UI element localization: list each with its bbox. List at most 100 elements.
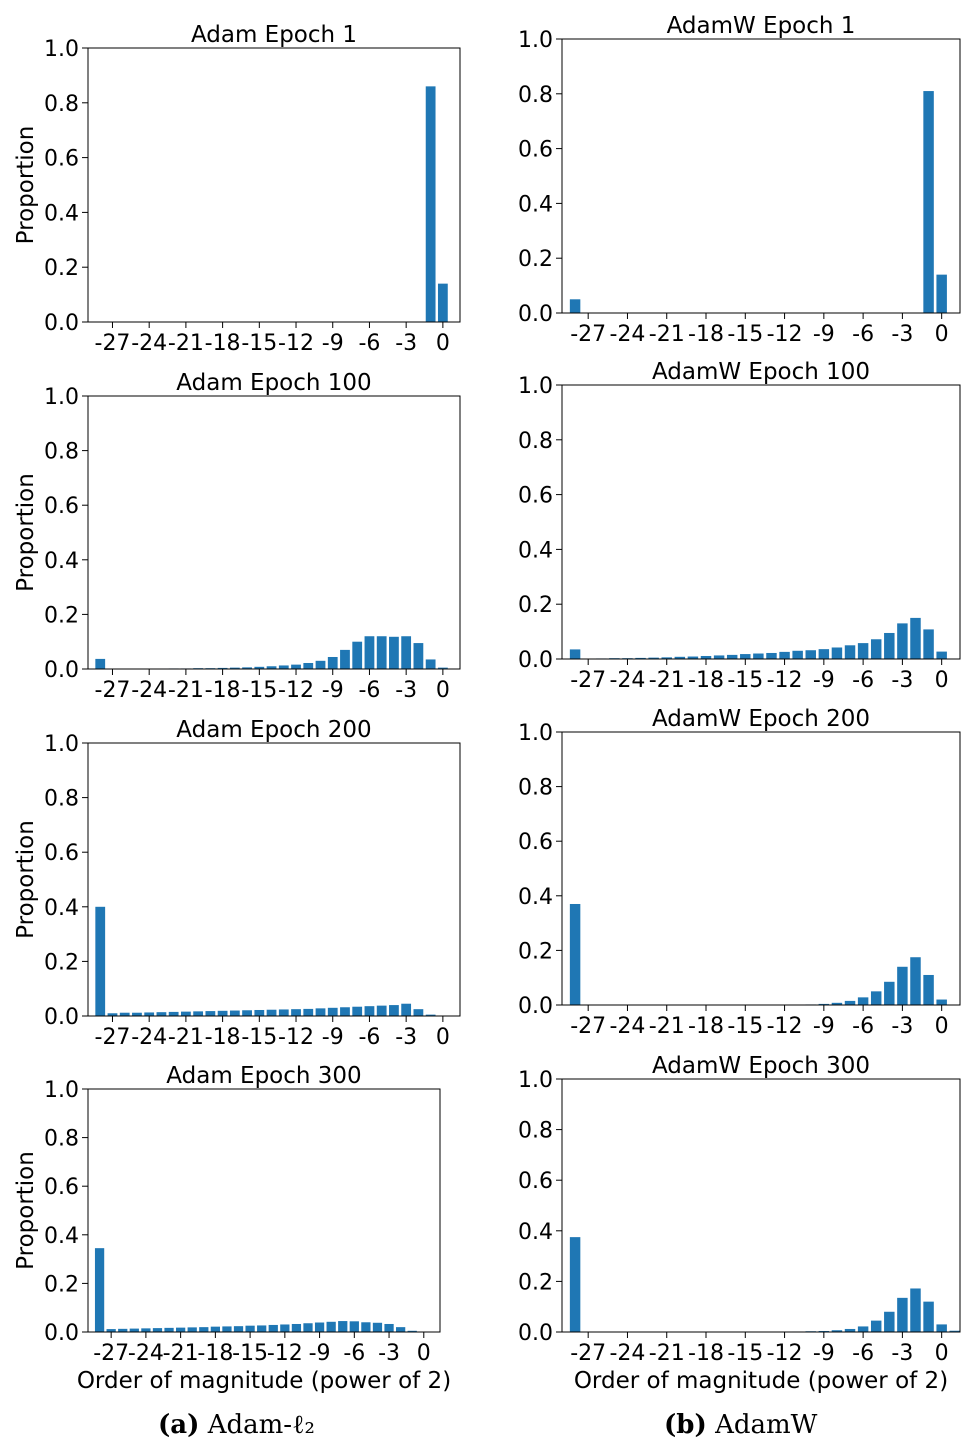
panel-3-xtick-label: -3 xyxy=(395,678,417,703)
panel-6-ytick-label: 0.8 xyxy=(518,776,553,801)
panel-3-xtick-label: -21 xyxy=(168,678,204,703)
panel-3-bar xyxy=(389,636,399,669)
panel-6-xtick-label: -24 xyxy=(609,1014,645,1039)
panel-5-xtick-label: -15 xyxy=(241,1025,277,1050)
panel-7-bar xyxy=(199,1327,209,1332)
panel-2-xtick-label: -24 xyxy=(609,322,645,347)
panel-3-xtick-label: -9 xyxy=(322,678,344,703)
panel-7-bar xyxy=(407,1330,417,1332)
panel-1-xtick-label: -18 xyxy=(205,331,241,356)
panel-2-ytick-label: 0.2 xyxy=(518,247,553,272)
panel-5-ylabel: Proportion xyxy=(13,820,39,939)
panel-8-ytick-label: 0.6 xyxy=(518,1169,553,1194)
panel-8-title: AdamW Epoch 300 xyxy=(652,1053,870,1079)
panel-3-bar xyxy=(437,667,448,669)
panel-8-ytick-label: 0.8 xyxy=(518,1119,553,1144)
panel-8-xtick-label: -15 xyxy=(727,1341,763,1366)
panel-4-bar xyxy=(635,657,646,659)
panel-6-xtick-label: 0 xyxy=(935,1014,949,1039)
panel-4-bar xyxy=(884,632,895,659)
panel-7-bar xyxy=(94,1248,105,1332)
figure-canvas: 0.00.20.40.60.81.0-27 -24 -21 -18 -15 -12 -9 -6… xyxy=(13,13,961,1394)
panel-7-xtick-label: -6 xyxy=(343,1341,365,1366)
panel-8-xtick-label: -27 xyxy=(570,1341,606,1366)
panel-8-bar xyxy=(884,1311,895,1332)
panel-7-ytick-label: 0.4 xyxy=(44,1224,79,1249)
panel-6-bar xyxy=(831,1002,843,1005)
panel-3-bar xyxy=(401,636,412,669)
panel-3-bar xyxy=(303,662,314,669)
panel-8-bar xyxy=(569,1237,581,1333)
panel-1-bar xyxy=(425,86,436,322)
panel-6-ytick-label: 0.4 xyxy=(518,885,553,910)
panel-8-xtick-label: -3 xyxy=(891,1341,913,1366)
panel-5-bar xyxy=(376,1005,387,1016)
panel-7-bar xyxy=(280,1324,290,1332)
panel-7-xtick-label: -3 xyxy=(378,1341,400,1366)
panel-5-bar xyxy=(389,1005,399,1016)
panel-3-bar xyxy=(413,643,424,669)
panel-5-bar xyxy=(168,1011,179,1016)
panel-5-ytick-label: 0.6 xyxy=(44,841,79,866)
panel-1-ytick-label: 0.8 xyxy=(44,92,79,117)
panel-1-xtick-label: -21 xyxy=(168,331,204,356)
panel-8-xlabel: Order of magnitude (power of 2) xyxy=(574,1368,948,1394)
panel-6-ytick-label: 0.6 xyxy=(518,830,553,855)
panel-5-ytick-label: 0.8 xyxy=(44,787,79,812)
panel-5-xtick-label: -6 xyxy=(358,1025,380,1050)
panel-3-ytick-label: 0.0 xyxy=(44,658,79,683)
panel-3-bar xyxy=(291,664,301,669)
panel-8-bar xyxy=(923,1301,934,1332)
panel-6-bar xyxy=(844,1000,856,1005)
panel-5-frame xyxy=(87,742,461,1017)
panel-7-xtick-label: -24 xyxy=(128,1341,164,1366)
panel-5-bar xyxy=(119,1012,130,1016)
panel-5-xtick-label: -12 xyxy=(278,1025,314,1050)
panel-5-bar xyxy=(315,1008,326,1016)
panel-4-bar xyxy=(713,655,725,659)
panel-5-bar xyxy=(303,1008,314,1016)
panel-1-bar xyxy=(437,283,448,322)
panel-7-ytick-label: 0.6 xyxy=(44,1175,79,1200)
panel-1-xtick-label: -15 xyxy=(241,331,277,356)
panel-3-xtick-label: -27 xyxy=(95,678,131,703)
panel-4-bar xyxy=(569,649,581,659)
panel-4-bar xyxy=(779,651,790,659)
panel-2-ytick-label: 0.8 xyxy=(518,83,553,108)
panel-1-xtick-label: -27 xyxy=(95,331,131,356)
panel-2-xtick-label: 0 xyxy=(935,322,949,347)
panel-1-ytick-label: 0.0 xyxy=(44,311,79,336)
panel-4-bar xyxy=(792,650,803,659)
panel-7-xtick-label: -15 xyxy=(232,1341,268,1366)
panel-2-xtick-label: -27 xyxy=(570,322,606,347)
panel-5-bar xyxy=(144,1012,155,1016)
panel-5-bar xyxy=(95,906,106,1016)
panel-7-ytick-label: 1.0 xyxy=(44,1078,79,1103)
panel-2-xtick-label: -18 xyxy=(688,322,724,347)
panel-7-xtick-label: 0 xyxy=(417,1341,431,1366)
panel-8-ytick-label: 0.4 xyxy=(518,1220,553,1245)
panel-8-ytick-label: 1.0 xyxy=(518,1068,553,1093)
panel-7-xtick-label: -27 xyxy=(93,1341,129,1366)
panel-3-xtick-label: -6 xyxy=(358,678,380,703)
panel-4-bar xyxy=(740,654,751,659)
panel-3-xtick-label: -18 xyxy=(205,678,241,703)
panel-5-bar xyxy=(156,1012,167,1016)
panel-5-bar xyxy=(425,1014,436,1016)
panel-6-xtick-label: -21 xyxy=(649,1014,685,1039)
panel-4-bar xyxy=(897,623,908,659)
panel-3-bar xyxy=(327,656,338,669)
panel-5-bar xyxy=(340,1007,350,1016)
panel-5-bar xyxy=(242,1010,252,1016)
caption-a: (a) Adam-ℓ₂ xyxy=(158,1410,315,1440)
panel-2-xtick-label: -21 xyxy=(649,322,685,347)
panel-1-xtick-label: -6 xyxy=(358,331,380,356)
panel-7-bar xyxy=(164,1327,174,1332)
panel-7-ytick-label: 0.0 xyxy=(44,1321,79,1346)
panel-4-xtick-label: -21 xyxy=(649,668,685,693)
panel-3-bar xyxy=(229,667,240,669)
panel-7-bar xyxy=(291,1323,302,1332)
panel-5-bar xyxy=(205,1011,216,1016)
panel-8-bar xyxy=(857,1326,869,1332)
panel-2-bar xyxy=(936,274,947,313)
